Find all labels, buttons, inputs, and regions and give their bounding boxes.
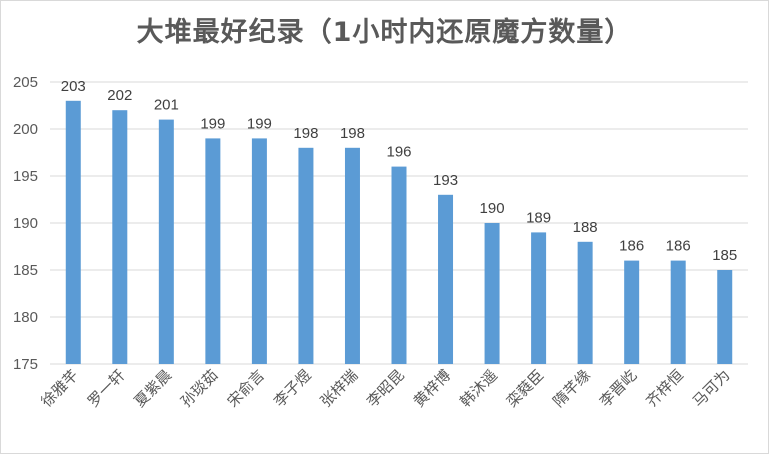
data-label: 189	[526, 209, 551, 226]
chart-title: 大堆最好纪录（1小时内还原魔方数量）	[136, 17, 633, 48]
data-label: 185	[712, 247, 737, 264]
x-category-label: 黄梓博	[410, 366, 455, 411]
data-label: 202	[107, 87, 132, 104]
data-labels: 203 202 201 199 199 198 198 196 193 190 189 188 186 1…	[61, 78, 737, 264]
data-label: 186	[666, 238, 691, 255]
data-label: 193	[433, 172, 458, 189]
bar	[251, 138, 267, 364]
y-tick-label: 180	[13, 309, 38, 326]
data-label: 196	[386, 144, 411, 161]
x-category-label: 夏紫晨	[131, 366, 176, 411]
x-category-label: 宋俞言	[224, 366, 269, 411]
bar	[438, 194, 454, 364]
x-category-label: 孙琰茹	[177, 366, 222, 411]
bar	[717, 270, 733, 364]
x-axis: 徐雅芊 罗一轩 夏紫晨 孙琰茹 宋俞言 李子煜 张梓瑞 李昭昆 黄梓博 韩沐遥 栾蕤臣 隋芊缘 李晋屹齐…	[38, 366, 734, 411]
x-category-label: 韩沐遥	[456, 366, 501, 411]
bars	[65, 100, 733, 365]
data-label: 198	[293, 125, 318, 142]
x-category-label: 李晋屹	[596, 366, 641, 411]
bar	[158, 119, 174, 364]
y-tick-label: 185	[13, 262, 38, 279]
x-category-label: 李子煜	[270, 366, 315, 411]
bar	[484, 223, 500, 364]
x-category-label: 徐雅芊	[38, 366, 83, 411]
bar	[624, 260, 640, 364]
x-category-label: 罗一轩	[84, 366, 129, 411]
bar	[344, 147, 360, 364]
x-category-label: 李昭昆	[363, 366, 408, 411]
data-label: 186	[619, 238, 644, 255]
y-tick-label: 205	[13, 74, 38, 91]
bar	[65, 100, 81, 365]
x-category-label: 张梓瑞	[317, 366, 362, 411]
x-category-label: 栾蕤臣	[503, 366, 548, 411]
data-label: 201	[154, 97, 179, 114]
data-label: 188	[573, 219, 598, 236]
x-category-label: 齐梓恒	[642, 366, 687, 411]
bar	[670, 260, 686, 364]
data-label: 199	[247, 115, 272, 132]
y-tick-label: 190	[13, 215, 38, 232]
data-label: 198	[340, 125, 365, 142]
y-tick-label: 175	[13, 356, 38, 373]
data-label: 203	[61, 78, 86, 95]
bar	[298, 147, 314, 364]
x-category-label: 马可为	[689, 366, 734, 411]
bar	[531, 232, 547, 364]
y-axis: 175 180 185 190 195 200 205	[13, 74, 38, 373]
data-label: 199	[200, 115, 225, 132]
bar	[112, 110, 128, 364]
bar	[205, 138, 221, 364]
y-tick-label: 200	[13, 121, 38, 138]
data-label: 190	[480, 200, 505, 217]
x-category-label: 隋芊缘	[549, 366, 594, 411]
bar	[391, 166, 407, 364]
y-tick-label: 195	[13, 168, 38, 185]
bar	[577, 241, 593, 364]
